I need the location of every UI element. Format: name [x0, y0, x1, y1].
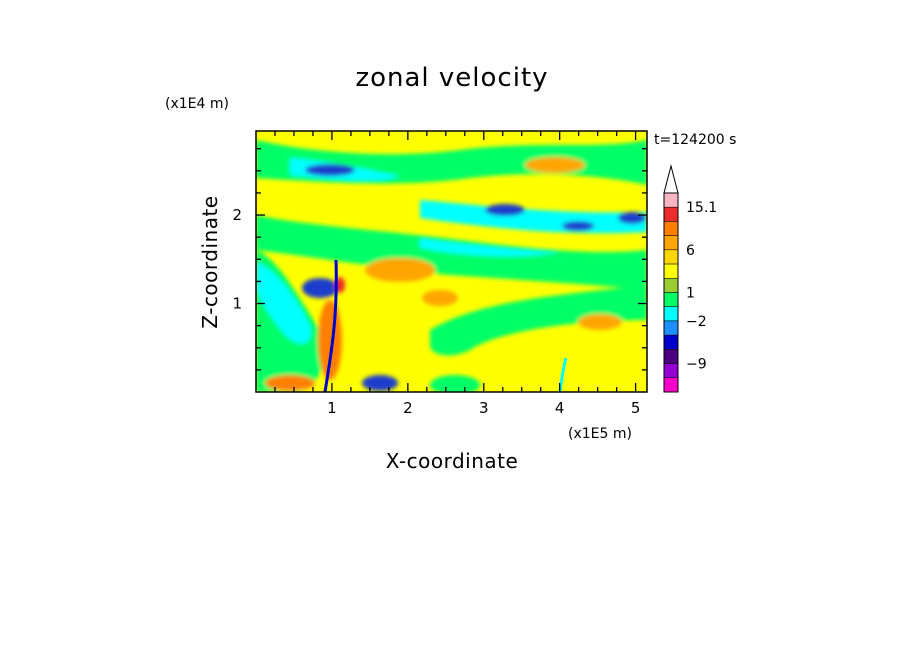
y-unit-label: (x1E4 m)	[165, 96, 229, 112]
colorbar-segment	[663, 192, 679, 208]
x-tick-label: 2	[403, 399, 413, 417]
colorbar-label: −9	[686, 357, 707, 373]
colorbar-segment	[663, 306, 679, 322]
colorbar-arrow	[663, 164, 679, 194]
colorbar-label: 1	[686, 286, 695, 302]
colorbar-segment	[663, 235, 679, 251]
field-blobs	[256, 140, 647, 392]
y-tick-label: 2	[232, 206, 242, 224]
colorbar-segment	[663, 221, 679, 236]
blue-core-4	[618, 212, 646, 224]
x-tick-label: 5	[631, 399, 641, 417]
colorbar-segment	[663, 377, 679, 393]
green-band-right-low	[430, 285, 647, 356]
colorbar-segment	[663, 292, 679, 307]
colorbar-segment	[663, 249, 679, 265]
plot-frame	[255, 130, 648, 393]
blue-core-1	[305, 164, 355, 176]
y-ticks: 12	[232, 148, 647, 371]
colorbar-segment	[663, 334, 679, 350]
blue-core-2	[485, 204, 525, 216]
x-ticks: 1 2 3 4 5	[274, 131, 641, 417]
chart-title: zonal velocity	[355, 63, 548, 93]
blue-core-5	[302, 278, 338, 298]
orange-patch-3	[422, 290, 458, 306]
x-tick-label: 3	[479, 399, 489, 417]
x-unit-label: (x1E5 m)	[568, 426, 632, 442]
y-axis-label: Z-coordinate	[198, 195, 222, 328]
velocity-field	[256, 131, 647, 392]
x-tick-label: 4	[555, 399, 565, 417]
green-patch-center	[430, 375, 480, 392]
colorbar-segment	[663, 206, 679, 222]
colorbar-labels: 15.1 6 1 −2 −9	[686, 200, 717, 372]
y-tick-label: 1	[232, 295, 242, 313]
colorbar-frame	[663, 192, 679, 393]
lee-wave-blue	[323, 259, 338, 392]
cyan-band-left	[256, 262, 311, 344]
cyan-band-mid	[420, 238, 560, 257]
colorbar-label: −2	[686, 314, 707, 330]
time-label: t=124200 s	[654, 132, 736, 148]
lee-wave-cyan	[558, 357, 568, 392]
orange-patch-5	[265, 375, 315, 391]
orange-patch-2	[365, 258, 435, 282]
colorbar-label: 6	[686, 243, 695, 259]
orange-patch-4	[578, 314, 622, 330]
colorbar-segment	[663, 349, 679, 364]
blue-core-3	[562, 221, 594, 231]
x-tick-label: 1	[327, 399, 337, 417]
colorbar	[663, 164, 679, 393]
orange-patch-1	[525, 157, 585, 173]
colorbar-segment	[663, 278, 679, 293]
colorbar-segment	[663, 320, 679, 336]
blue-core-6	[362, 375, 398, 391]
colorbar-segment	[663, 263, 679, 279]
colorbar-label: 15.1	[686, 200, 717, 216]
x-axis-label: X-coordinate	[386, 449, 519, 473]
colorbar-segment	[663, 363, 679, 379]
